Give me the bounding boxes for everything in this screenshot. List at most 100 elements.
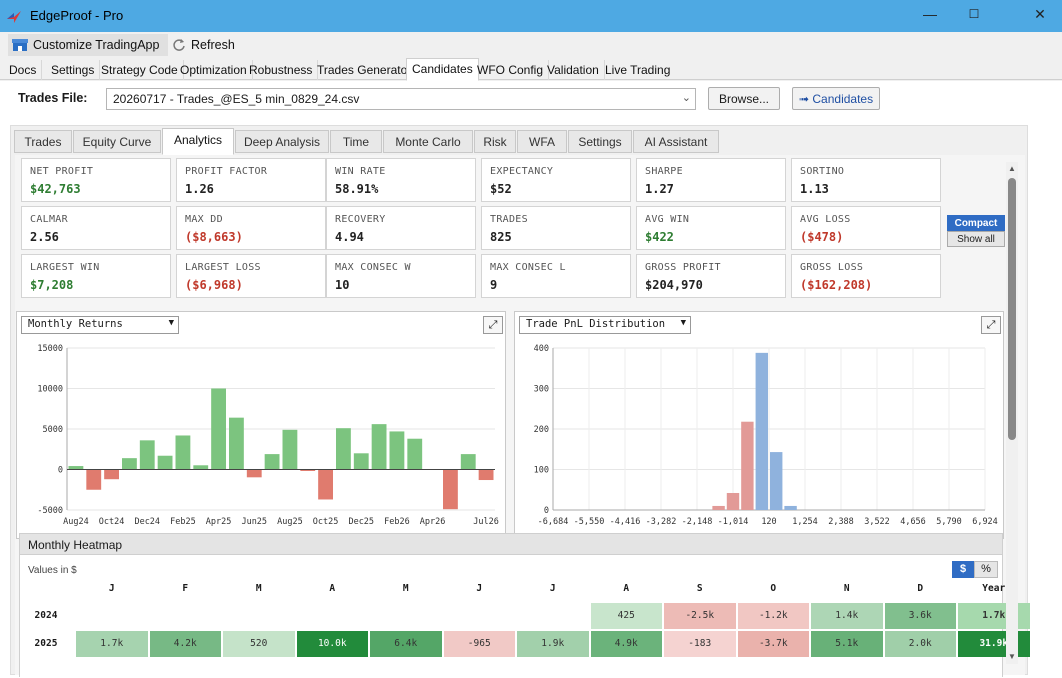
unit-dollar-button[interactable]: $ [952,561,974,578]
tab-deep-analysis[interactable]: Deep Analysis [235,130,329,153]
tab-optimization[interactable]: Optimization [175,60,253,80]
bar-Jul26 [478,469,494,481]
tab-trades[interactable]: Trades [14,130,72,153]
scroll-up-icon[interactable]: ▲ [1008,164,1016,173]
expand-icon[interactable]: ⤢ [981,316,1001,334]
unit-percent-button[interactable]: % [974,561,998,578]
scroll-down-icon[interactable]: ▼ [1008,652,1016,661]
tab-ai-assistant[interactable]: AI Assistant [633,130,719,153]
trades-file-select[interactable]: 20260717 - Trades_@ES_5 min_0829_24.csv … [106,88,696,110]
bar-Feb25 [175,435,191,470]
tab-candidates[interactable]: Candidates [406,58,479,81]
tab-robustness[interactable]: Robustness [244,60,319,80]
x-tick-label: Oct24 [99,517,125,527]
kpi-card: RECOVERY 4.94 [326,206,476,250]
kpi-label: SHARPE [645,166,683,177]
y-tick-label: 15000 [37,344,63,354]
heatmap-row-year: 2025 [34,638,58,649]
heatmap-cell: 31.9k [958,631,1030,657]
expand-icon[interactable]: ⤢ [483,316,503,334]
kpi-value: $422 [645,230,674,244]
bar-Jun25 [246,469,262,478]
close-icon[interactable]: ✕ [1034,6,1046,22]
heatmap-col-header: J [476,583,483,594]
kpi-label: CALMAR [30,214,68,225]
customize-button[interactable]: Customize TradingApp [8,34,168,56]
browse-button[interactable]: Browse... [708,87,781,110]
x-tick-label: 4,656 [900,517,926,527]
kpi-card: GROSS PROFIT $204,970 [636,254,786,298]
vertical-scrollbar[interactable]: ▲ ▼ [1006,162,1018,664]
bar-Nov25 [336,428,351,470]
bar-Oct25 [318,469,333,500]
heatmap-col-header: Year [982,583,1006,594]
heatmap-col-header: N [843,583,850,594]
kpi-label: MAX CONSEC W [335,262,411,273]
tab-live-trading[interactable]: Live Trading [605,63,671,77]
y-tick-label: 5000 [43,425,63,435]
kpi-label: LARGEST WIN [30,262,100,273]
x-tick-label: 5,790 [936,517,962,527]
monthly-returns-select-value: Monthly Returns [28,318,123,330]
heatmap-cell: -965 [443,631,515,657]
x-tick-label: Apr25 [206,517,232,527]
tab-equity-curve[interactable]: Equity Curve [73,130,161,153]
pnl-distribution-select[interactable]: Trade PnL Distribution ▼ [519,316,691,334]
kpi-card: SHARPE 1.27 [636,158,786,202]
bar-Aug24 [68,466,84,470]
kpi-label: WIN RATE [335,166,386,177]
heatmap-cell: 6.4k [370,631,442,657]
chevron-down-icon: ▼ [168,318,174,328]
trades-file-value: 20260717 - Trades_@ES_5 min_0829_24.csv [113,92,360,106]
y-tick-label: 300 [534,385,549,395]
x-tick-label: Jun25 [241,517,267,527]
maximize-icon[interactable]: ☐ [968,7,980,21]
tab-monte-carlo[interactable]: Monte Carlo [383,130,473,153]
heatmap-cell: 5.1k [811,631,883,657]
candidates-button[interactable]: ➟ Candidates [792,87,881,110]
y-tick-label: 10000 [37,385,63,395]
kpi-card: LARGEST LOSS ($6,968) [176,254,326,298]
heatmap-cell: 10.0k [296,631,368,657]
bar-Jan25 [157,455,173,470]
heatmap-cell: 4.9k [590,631,662,657]
bar-Sep24 [86,469,102,490]
tab-time[interactable]: Time [330,130,382,153]
tab-validation[interactable]: Validation [542,60,605,80]
kpi-value: $204,970 [645,278,703,292]
x-tick-label: -3,282 [646,517,677,527]
kpi-value: 10 [335,278,350,292]
tab-analytics[interactable]: Analytics [162,128,234,155]
tab-settings[interactable]: Settings [46,60,101,80]
kpi-value: 4.94 [335,230,364,244]
heatmap-cell: -1.2k [737,603,809,629]
scrollbar-thumb[interactable] [1008,178,1016,440]
kpi-card: LARGEST WIN $7,208 [21,254,171,298]
monthly-returns-select[interactable]: Monthly Returns ▼ [21,316,179,334]
toolbar: Customize TradingApp Refresh [0,32,1062,58]
kpi-value: ($8,663) [185,230,243,244]
x-tick-label: 120 [761,517,776,527]
tab-analysis-settings[interactable]: Settings [568,130,632,153]
heatmap-col-header: J [549,583,556,594]
heatmap-cell [76,603,148,629]
tab-wfa[interactable]: WFA [517,130,567,153]
show-all-button[interactable]: Show all [947,231,1005,247]
tab-risk[interactable]: Risk [474,130,516,153]
heatmap-cell: 1.7k [76,631,148,657]
x-tick-label: 3,522 [864,517,890,527]
refresh-icon [173,39,185,51]
heatmap-cell [517,603,589,629]
compact-button[interactable]: Compact [947,215,1005,231]
heatmap-cell: 1.7k [958,603,1030,629]
tab-docs[interactable]: Docs [4,60,43,80]
bar-Jul25 [264,454,280,470]
tab-wfo-config[interactable]: WFO Config [472,60,550,80]
minimize-icon[interactable]: — [923,6,937,22]
refresh-button[interactable]: Refresh [168,34,239,56]
tab-strategy-code[interactable]: Strategy Code [96,60,184,80]
kpi-value: ($6,968) [185,278,243,292]
pnl-distribution-plot: 0 100 200 300 400 -6,684 -5,550 -4,416 -3,282 -2,… [534,344,998,527]
tab-trades-generator[interactable]: Trades Generator [312,60,418,80]
kpi-label: TRADES [490,214,528,225]
